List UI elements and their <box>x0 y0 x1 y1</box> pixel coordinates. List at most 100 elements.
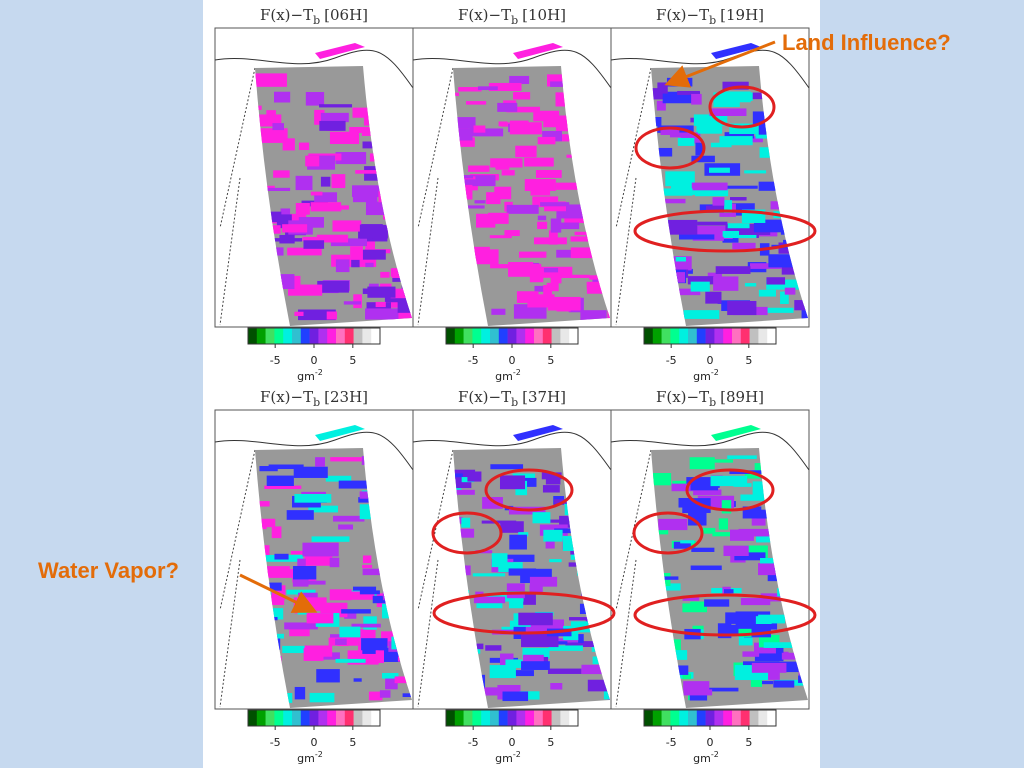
field-patch <box>470 128 504 137</box>
field-patch <box>729 123 759 134</box>
field-patch <box>490 464 524 470</box>
field-patch <box>550 683 563 690</box>
field-patch <box>256 518 276 528</box>
arrow <box>239 573 318 613</box>
land-strip <box>315 425 365 441</box>
colorbar-swatch <box>490 710 500 726</box>
colorbar-swatch <box>446 328 456 344</box>
field-patch <box>273 91 291 103</box>
field-patch <box>690 281 710 292</box>
colorbar-swatch <box>463 710 473 726</box>
colorbar-swatch <box>336 710 346 726</box>
field-patch <box>351 185 385 198</box>
field-patch <box>569 617 594 621</box>
colorbar-swatch <box>344 328 354 344</box>
field-patch <box>351 623 381 628</box>
colorbar-tick-label: 5 <box>349 354 356 367</box>
field-patch <box>651 529 669 535</box>
colorbar-swatch <box>256 328 266 344</box>
field-patch <box>264 485 302 490</box>
colorbar-tick-label: -5 <box>468 736 479 749</box>
field-patch <box>335 658 366 663</box>
colorbar-swatch <box>336 328 346 344</box>
orbit-outline <box>219 449 256 708</box>
field-patch <box>365 262 374 268</box>
colorbar-swatch <box>732 710 742 726</box>
field-patch <box>712 532 748 537</box>
field-patch <box>402 693 412 697</box>
unit: gm <box>495 370 513 383</box>
field-patch <box>509 263 542 276</box>
field-patch <box>675 650 688 660</box>
field-patch <box>683 689 713 696</box>
colorbar-swatch <box>371 328 381 344</box>
land-strip <box>513 43 563 59</box>
field-patch <box>500 521 524 533</box>
field-patch <box>506 583 525 599</box>
field-patch <box>394 676 412 684</box>
colorbar-swatch <box>661 328 671 344</box>
title-prefix: F(x)−T <box>656 6 709 24</box>
field-patch <box>586 281 610 289</box>
field-patch <box>488 82 522 92</box>
colorbar-tick-label: 5 <box>745 354 752 367</box>
colorbar-swatch <box>318 710 328 726</box>
field-patch <box>550 81 571 87</box>
colorbar-swatch <box>688 710 698 726</box>
field-patch <box>488 212 509 224</box>
orbit-outline <box>417 67 454 326</box>
field-patch <box>653 147 673 157</box>
field-patch <box>261 566 290 576</box>
field-patch <box>656 100 666 111</box>
colorbar-swatch <box>283 710 293 726</box>
field-patch <box>332 220 362 232</box>
field-patch <box>365 201 388 216</box>
field-patch <box>534 237 567 245</box>
field-patch <box>505 659 523 668</box>
field-patch <box>504 230 520 237</box>
field-patch <box>712 197 725 207</box>
field-patch <box>362 564 373 569</box>
panel-title: F(x)−Tb [06H] <box>260 6 368 27</box>
field-patch <box>712 459 734 463</box>
field-patch <box>321 205 349 210</box>
field-patch <box>540 202 570 207</box>
field-patch <box>365 240 375 252</box>
field-patch <box>766 279 802 290</box>
field-patch <box>705 291 722 304</box>
colorbar-swatch <box>292 328 302 344</box>
field-patch <box>713 92 740 107</box>
field-patch <box>335 152 367 165</box>
colorbar-swatch <box>652 710 662 726</box>
colorbar-swatch <box>705 710 715 726</box>
field-patch <box>718 518 729 530</box>
field-patch <box>702 527 716 534</box>
field-patch <box>338 480 370 489</box>
field-patch <box>534 285 547 292</box>
field-patch <box>734 552 766 561</box>
field-patch <box>658 518 688 531</box>
field-patch <box>308 505 338 513</box>
annotation: Water Vapor? <box>38 558 179 583</box>
colorbar-swatch <box>679 710 689 726</box>
field-patch <box>683 681 710 691</box>
field-patch <box>587 679 610 692</box>
colorbar-swatch <box>498 710 508 726</box>
field-patch <box>723 545 749 557</box>
field-patch <box>518 251 547 258</box>
title-channel: [89H] <box>720 388 764 406</box>
field-patch <box>341 609 371 614</box>
field-patch <box>726 185 758 189</box>
field-patch <box>390 288 412 299</box>
unit-exponent: -2 <box>315 368 323 377</box>
field-patch <box>508 568 537 576</box>
field-patch <box>671 483 700 492</box>
field-patch <box>691 182 728 191</box>
field-patch <box>351 249 386 260</box>
colorbar-swatch <box>498 328 508 344</box>
field-patch <box>780 291 789 304</box>
field-patch <box>683 310 720 319</box>
colorbar-swatch <box>265 328 275 344</box>
field-patch <box>555 182 579 190</box>
